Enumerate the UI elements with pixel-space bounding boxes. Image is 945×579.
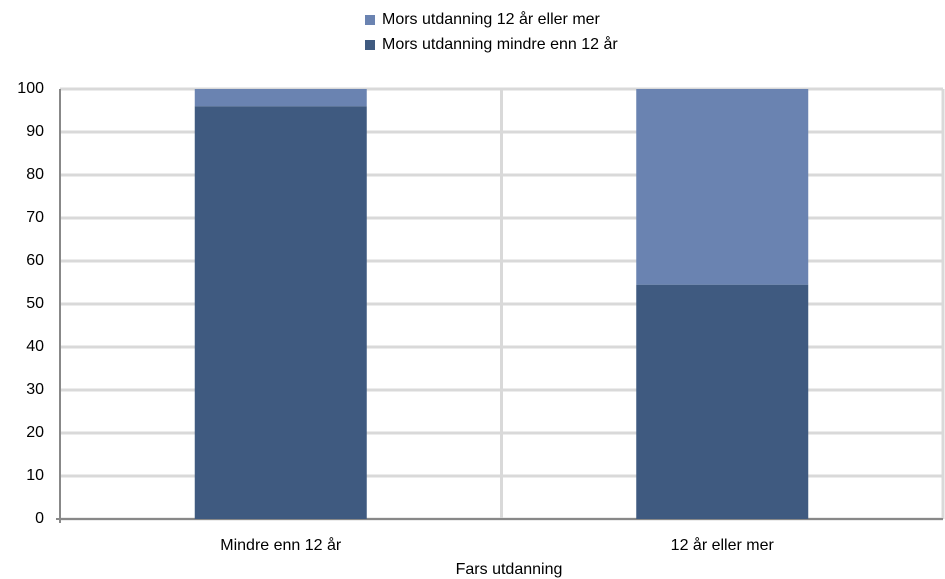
y-tick-label: 10 [26, 467, 44, 484]
legend-swatch [365, 15, 375, 25]
y-tick-label: 90 [26, 123, 44, 140]
bar-segment [636, 284, 809, 519]
legend-swatch [365, 40, 375, 50]
x-tick-label: Mindre enn 12 år [220, 536, 342, 554]
y-tick-label: 70 [26, 209, 44, 226]
y-tick-label: 80 [26, 166, 44, 183]
y-tick-label: 20 [26, 424, 44, 441]
bar-segment [194, 106, 367, 519]
legend-label: Mors utdanning 12 år eller mer [382, 10, 601, 28]
bar-segment [194, 89, 367, 107]
x-axis-title: Fars utdanning [456, 561, 563, 578]
x-tick-label: 12 år eller mer [671, 536, 775, 554]
legend-label: Mors utdanning mindre enn 12 år [382, 35, 618, 53]
y-tick-label: 40 [26, 338, 44, 355]
y-tick-label: 30 [26, 381, 44, 398]
y-tick-label: 0 [35, 510, 44, 527]
y-tick-label: 100 [17, 80, 44, 97]
y-tick-label: 50 [26, 295, 44, 312]
y-tick-label: 60 [26, 252, 44, 269]
bar-segment [636, 89, 809, 285]
